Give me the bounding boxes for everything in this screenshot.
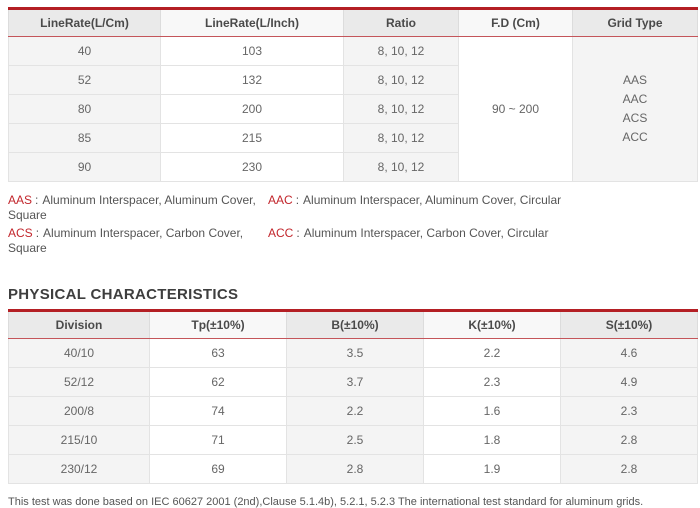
column-header-ratio: Ratio	[343, 8, 459, 37]
table-cell: 1.8	[423, 425, 561, 455]
grid-type-value: ACC	[622, 130, 648, 144]
table-cell: 200/8	[8, 396, 150, 426]
table-cell: 3.5	[286, 338, 424, 368]
column-header-tp: Tp(±10%)	[149, 310, 287, 339]
legend-separator: :	[35, 193, 39, 207]
table-cell: 52/12	[8, 367, 150, 397]
legend-item: AAS: Aluminum Interspacer, Aluminum Cover…	[8, 193, 268, 223]
table-cell: 40	[8, 36, 161, 66]
grid-type-value: AAC	[622, 92, 648, 106]
legend-separator: :	[295, 193, 300, 207]
section-title-physical-characteristics: PHYSICAL CHARACTERISTICS	[8, 286, 239, 303]
table-cell: 4.6	[560, 338, 698, 368]
table-cell: 1.9	[423, 454, 561, 484]
test-standard-footnote: This test was done based on IEC 60627 20…	[8, 496, 644, 508]
legend-separator: :	[296, 226, 300, 240]
table-cell: 2.8	[560, 454, 698, 484]
table-cell: 2.3	[423, 367, 561, 397]
legend-item: ACS: Aluminum Interspacer, Carbon Cover, …	[8, 226, 268, 256]
table-row: 40/10 63 3.5 2.2 4.6	[8, 338, 698, 368]
table-cell: 85	[8, 123, 161, 153]
table-cell: 90	[8, 152, 161, 182]
table-cell: 230/12	[8, 454, 150, 484]
column-header-s: S(±10%)	[560, 310, 698, 339]
column-header-b: B(±10%)	[286, 310, 424, 339]
legend-description: Aluminum Interspacer, Aluminum Cover, Ci…	[303, 193, 562, 207]
column-header-linerate-cm: LineRate(L/Cm)	[8, 8, 161, 37]
legend-description: Aluminum Interspacer, Carbon Cover, Squa…	[8, 226, 244, 255]
physical-characteristics-table: Division Tp(±10%) B(±10%) K(±10%) S(±10%…	[8, 309, 698, 484]
table-cell: 8, 10, 12	[343, 152, 459, 182]
table-cell: 132	[160, 65, 344, 95]
table-cell: 230	[160, 152, 344, 182]
table-cell: 62	[149, 367, 287, 397]
table-cell: 52	[8, 65, 161, 95]
table-cell: 4.9	[560, 367, 698, 397]
grid-type-value: AAS	[622, 73, 647, 87]
table-cell: 2.8	[560, 425, 698, 455]
table-cell: 2.3	[560, 396, 698, 426]
table-cell: 8, 10, 12	[343, 65, 459, 95]
table-cell: 215/10	[8, 425, 150, 455]
table-row: 85 215 8, 10, 12	[8, 123, 698, 153]
grid-type-value: ACS	[622, 111, 648, 125]
table-cell: 200	[160, 94, 344, 124]
spec-table: LineRate(L/Cm) LineRate(L/Inch) Ratio F.…	[8, 7, 698, 182]
legend-code: AAC	[268, 193, 293, 207]
table-cell: 8, 10, 12	[343, 94, 459, 124]
table-cell: 74	[149, 396, 287, 426]
table-cell: 69	[149, 454, 287, 484]
column-header-k: K(±10%)	[423, 310, 561, 339]
table-row: 200/8 74 2.2 1.6 2.3	[8, 396, 698, 426]
table-cell: 3.7	[286, 367, 424, 397]
table-cell: 80	[8, 94, 161, 124]
legend-code: ACC	[268, 226, 294, 240]
table-row: 80 200 8, 10, 12	[8, 94, 698, 124]
table-row: 230/12 69 2.8 1.9 2.8	[8, 454, 698, 484]
table-row: 52 132 8, 10, 12	[8, 65, 698, 95]
grid-type-cell: AAS AAC ACS ACC	[572, 36, 698, 182]
column-header-division: Division	[8, 310, 150, 339]
table-cell: 40/10	[8, 338, 150, 368]
table-cell: 2.2	[286, 396, 424, 426]
table-cell: 2.2	[423, 338, 561, 368]
table-cell: 103	[160, 36, 344, 66]
legend-description: Aluminum Interspacer, Aluminum Cover, Sq…	[8, 193, 256, 222]
spec-table-header-row: LineRate(L/Cm) LineRate(L/Inch) Ratio F.…	[8, 8, 698, 37]
table-cell: 8, 10, 12	[343, 36, 459, 66]
table-row: 40 103 8, 10, 12 90 ~ 200 AAS AAC ACS AC…	[8, 36, 698, 182]
legend-description: Aluminum Interspacer, Carbon Cover, Circ…	[303, 226, 549, 240]
column-header-linerate-inch: LineRate(L/Inch)	[160, 8, 344, 37]
column-header-grid-type: Grid Type	[572, 8, 698, 37]
grid-type-legend: AAS: Aluminum Interspacer, Aluminum Cover…	[8, 193, 697, 256]
legend-code: ACS	[8, 226, 33, 240]
table-cell: 71	[149, 425, 287, 455]
legend-item: AAC: Aluminum Interspacer, Aluminum Cover…	[268, 193, 697, 223]
table-row: 52/12 62 3.7 2.3 4.9	[8, 367, 698, 397]
table-cell: 8, 10, 12	[343, 123, 459, 153]
legend-code: AAS	[8, 193, 33, 207]
table-row: 90 230 8, 10, 12	[8, 152, 698, 182]
table-cell: 1.6	[423, 396, 561, 426]
fd-range-cell: 90 ~ 200	[458, 36, 573, 182]
table-cell: 2.8	[286, 454, 424, 484]
table-cell: 63	[149, 338, 287, 368]
legend-item: ACC: Aluminum Interspacer, Carbon Cover, …	[268, 226, 697, 256]
physical-table-header-row: Division Tp(±10%) B(±10%) K(±10%) S(±10%…	[8, 310, 698, 339]
column-header-fd: F.D (Cm)	[458, 8, 573, 37]
table-cell: 215	[160, 123, 344, 153]
table-row: 215/10 71 2.5 1.8 2.8	[8, 425, 698, 455]
table-cell: 2.5	[286, 425, 424, 455]
legend-separator: :	[35, 226, 40, 240]
